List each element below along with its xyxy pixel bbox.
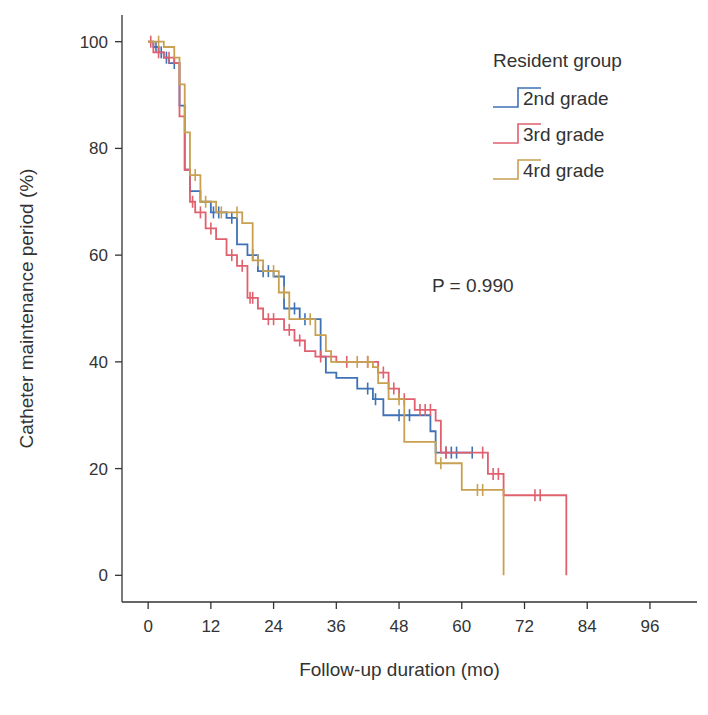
censor-mark xyxy=(409,409,411,421)
p-value: P = 0.990 xyxy=(432,275,514,296)
x-axis-label: Follow-up duration (mo) xyxy=(299,659,500,680)
y-tick-label: 0 xyxy=(99,566,108,585)
y-tick-label: 100 xyxy=(80,33,108,52)
x-axis xyxy=(122,601,697,602)
censor-mark xyxy=(375,393,377,405)
x-tick xyxy=(273,602,274,609)
censor-mark xyxy=(498,468,500,480)
censor-mark xyxy=(492,468,494,480)
censor-mark xyxy=(283,286,285,298)
censor-mark xyxy=(393,383,395,395)
censor-mark xyxy=(445,447,447,459)
censor-mark xyxy=(268,313,270,325)
y-tick-label: 20 xyxy=(89,460,108,479)
censor-mark xyxy=(273,313,275,325)
censor-mark xyxy=(320,351,322,363)
censor-mark xyxy=(205,196,207,208)
y-tick xyxy=(115,361,122,362)
y-tick xyxy=(115,148,122,149)
legend-label: 2nd grade xyxy=(523,88,609,109)
censor-mark xyxy=(213,206,215,218)
censor-mark xyxy=(236,206,238,218)
censor-mark xyxy=(192,196,194,208)
x-tick-label: 0 xyxy=(143,617,152,636)
y-tick-label: 40 xyxy=(89,353,108,372)
censor-mark xyxy=(252,292,254,304)
censor-mark xyxy=(367,356,369,368)
x-tick xyxy=(336,602,337,609)
x-tick-label: 60 xyxy=(452,617,471,636)
x-tick-label: 12 xyxy=(201,617,220,636)
censor-mark xyxy=(249,292,251,304)
censor-mark xyxy=(309,313,311,325)
x-tick xyxy=(587,602,588,609)
censor-mark xyxy=(419,404,421,416)
censor-mark xyxy=(155,41,157,53)
censor-mark xyxy=(299,335,301,347)
censor-mark xyxy=(194,169,196,181)
censor-mark xyxy=(231,249,233,261)
censor-mark xyxy=(158,36,160,48)
censor-mark xyxy=(168,52,170,64)
x-tick-label: 96 xyxy=(640,617,659,636)
censor-mark xyxy=(398,409,400,421)
y-axis xyxy=(121,15,122,602)
censor-mark xyxy=(273,265,275,277)
censor-mark xyxy=(241,260,243,272)
censor-mark xyxy=(440,457,442,469)
survival-line xyxy=(148,42,566,576)
censor-mark xyxy=(210,222,212,234)
y-tick xyxy=(115,254,122,255)
y-axis-label: Catheter maintenance period (%) xyxy=(16,169,37,449)
y-tick-label: 80 xyxy=(89,139,108,158)
x-tick xyxy=(398,602,399,609)
censor-mark xyxy=(482,447,484,459)
x-tick xyxy=(524,602,525,609)
censor-mark xyxy=(294,303,296,315)
censor-mark xyxy=(367,383,369,395)
censor-mark xyxy=(398,393,400,405)
censor-mark xyxy=(534,489,536,501)
censor-mark xyxy=(482,484,484,496)
censor-mark xyxy=(257,254,259,266)
plot-area xyxy=(148,36,566,576)
censor-mark xyxy=(424,404,426,416)
censor-mark xyxy=(200,206,202,218)
censor-mark xyxy=(430,404,432,416)
x-tick xyxy=(461,602,462,609)
censor-mark xyxy=(221,206,223,218)
x-tick xyxy=(210,602,211,609)
censor-mark xyxy=(288,324,290,336)
legend-title: Resident group xyxy=(493,50,622,71)
survival-line xyxy=(148,42,503,576)
x-tick xyxy=(649,602,650,609)
x-tick-label: 24 xyxy=(264,617,283,636)
x-tick-label: 36 xyxy=(327,617,346,636)
censor-mark xyxy=(383,367,385,379)
censor-mark xyxy=(367,356,369,368)
y-tick-label: 60 xyxy=(89,246,108,265)
y-tick xyxy=(115,41,122,42)
x-tick-label: 84 xyxy=(578,617,597,636)
censor-mark xyxy=(445,447,447,459)
y-tick xyxy=(115,468,122,469)
chart: 0 20 40 60 80 100 0 12 24 36 48 60 72 84 96 Follow-up d… xyxy=(0,0,708,715)
y-tick xyxy=(115,575,122,576)
legend-label: 4rd grade xyxy=(523,160,604,181)
x-tick-label: 72 xyxy=(515,617,534,636)
censor-mark xyxy=(158,46,160,58)
legend-label: 3rd grade xyxy=(523,124,604,145)
censor-mark xyxy=(356,356,358,368)
censor-mark xyxy=(231,212,233,224)
censor-mark xyxy=(539,489,541,501)
x-tick-label: 48 xyxy=(390,617,409,636)
censor-mark xyxy=(477,484,479,496)
x-tick xyxy=(147,602,148,609)
survival-line xyxy=(148,42,472,453)
